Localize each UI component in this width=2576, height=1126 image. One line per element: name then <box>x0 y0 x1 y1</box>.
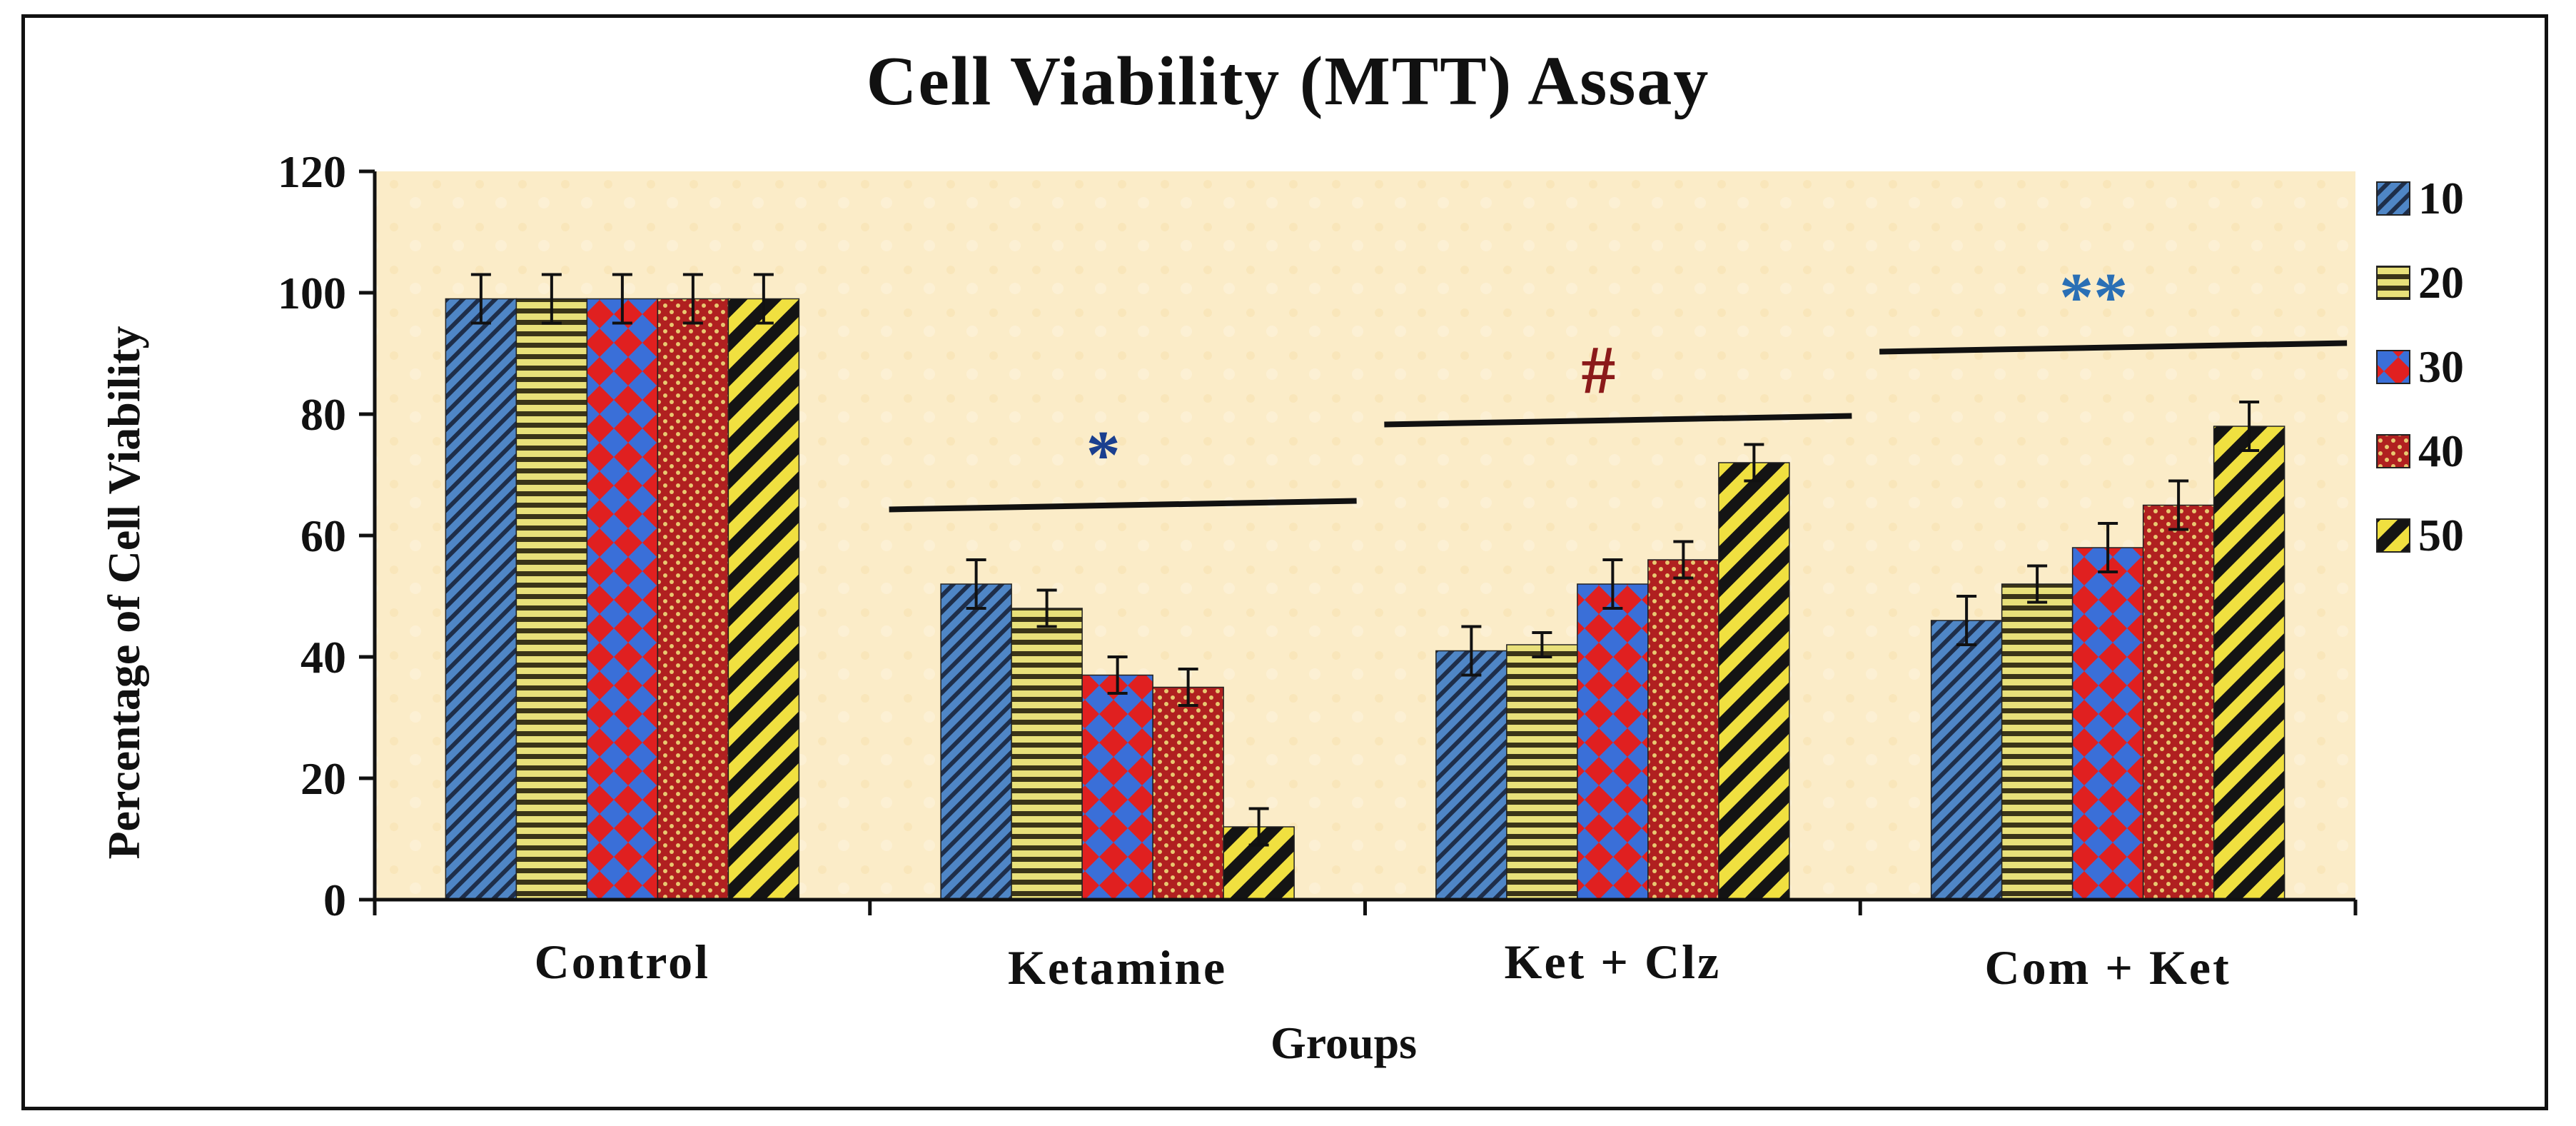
significance-line <box>889 498 1357 513</box>
bar-control-20 <box>515 298 588 900</box>
y-tick-label: 0 <box>323 875 346 925</box>
bar-ketamine-30 <box>1081 674 1153 900</box>
legend-swatch-10 <box>2376 181 2410 216</box>
bar-ketamine-10 <box>940 583 1012 900</box>
bar-ketamine-50 <box>1223 826 1295 900</box>
y-tick-label: 80 <box>300 389 346 440</box>
x-category-label: Ketamine <box>1008 940 1227 995</box>
bar-control-40 <box>657 298 729 900</box>
significance-marker: ** <box>2059 259 2128 336</box>
bar-ket-clz-40 <box>1647 559 1719 900</box>
bar-com-ket-30 <box>2071 547 2144 900</box>
bar-ket-clz-10 <box>1435 650 1507 900</box>
legend-label-50: 50 <box>2418 510 2464 561</box>
x-category-label: Ket + Clz <box>1505 935 1722 989</box>
chart-title: Cell Viability (MTT) Assay <box>866 43 1710 120</box>
significance-marker: * <box>1086 417 1121 493</box>
y-tick-label: 20 <box>300 753 346 804</box>
legend-swatch-30 <box>2376 350 2410 384</box>
legend-label-40: 40 <box>2418 426 2464 476</box>
significance-line <box>1384 413 1852 428</box>
bar-com-ket-10 <box>1930 620 2003 900</box>
y-tick-label: 100 <box>278 268 346 318</box>
y-tick-label: 40 <box>300 632 346 683</box>
y-tick-label: 120 <box>278 146 346 197</box>
bar-control-30 <box>586 298 659 900</box>
y-tick-label: 60 <box>300 511 346 561</box>
bar-ket-clz-50 <box>1718 462 1790 900</box>
x-category-label: Com + Ket <box>1985 940 2231 995</box>
x-axis-title: Groups <box>1271 1017 1417 1068</box>
bar-control-10 <box>445 298 517 900</box>
legend-swatch-40 <box>2376 434 2410 468</box>
bar-ket-clz-30 <box>1577 583 1649 900</box>
bar-ketamine-20 <box>1011 608 1083 900</box>
bar-com-ket-20 <box>2001 583 2074 900</box>
significance-marker: # <box>1581 332 1615 408</box>
legend-label-30: 30 <box>2418 341 2464 392</box>
legend-swatch-20 <box>2376 266 2410 300</box>
legend-swatch-50 <box>2376 518 2410 553</box>
bar-control-50 <box>727 298 800 900</box>
bar-com-ket-40 <box>2142 504 2215 900</box>
bar-ketamine-40 <box>1152 686 1224 900</box>
legend-label-10: 10 <box>2418 173 2464 223</box>
bar-com-ket-50 <box>2213 426 2285 900</box>
legend-label-20: 20 <box>2418 257 2464 308</box>
significance-line <box>1879 340 2348 355</box>
x-category-label: Control <box>535 935 710 989</box>
bar-ket-clz-20 <box>1506 644 1578 900</box>
y-axis-title: Percentage of Cell Viability <box>99 326 149 859</box>
